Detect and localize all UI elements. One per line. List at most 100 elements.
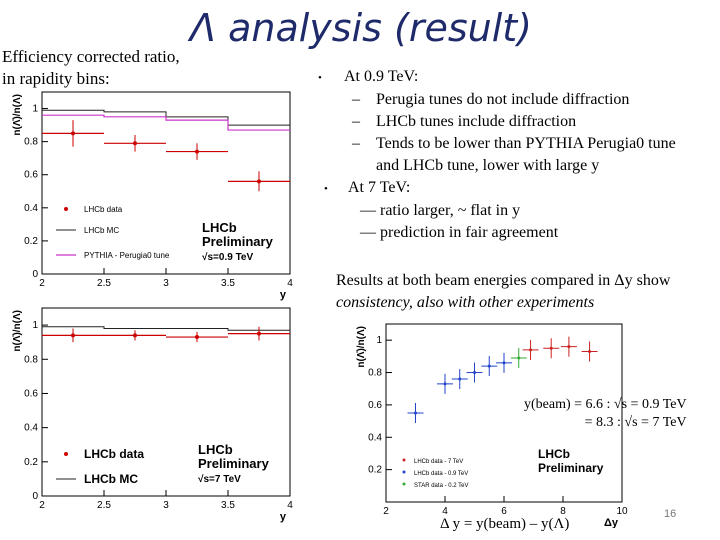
y-tick-label: 0.8 [24,137,38,148]
x-axis-label: y [280,511,287,523]
data-point [257,179,261,184]
y-tick-label: 1 [32,320,38,331]
delta-point [529,348,533,352]
annotation-preliminary: Preliminary [202,234,274,249]
beam-line-1: y(beam) = 6.6 : √s = 0.9 TeV [524,397,687,412]
data-point [71,131,75,136]
chart-7tev: 2 2.5 3 3.5 4 0 0.2 0.4 0.6 0.8 1 y n(Λ̄)/n(Λ) LHCb d… [12,307,293,523]
subtitle-line-1: Efficiency corrected ratio, [2,47,180,66]
bullet-1-sub-3-text: Tends to be lower than PYTHIA Perugia0 t… [376,135,676,152]
subtitle-line-2: in rapidity bins: [2,69,110,88]
x-tick-label: 2 [39,278,45,289]
x-tick-label: 2 [383,506,389,517]
slide-title: Λ analysis (result) [190,6,532,50]
dash: – [352,91,360,108]
x-tick-label: 3.5 [221,278,235,289]
annotation-energy: √s=0.9 TeV [202,252,253,263]
bullet-2-sub-2-text: prediction in fair agreement [380,224,559,241]
bullet-2-sub-2: — prediction in fair agreement [308,222,718,244]
bullet-1-sub-2-text: LHCb tunes include diffraction [376,113,577,130]
x-axis-label: y [280,289,287,301]
annotation-lhcb: LHCb [198,442,233,457]
y-tick-label: 0.4 [24,423,38,434]
chart-delta-y: 2 4 6 8 10 0.2 0.4 0.6 0.8 1 Δy n(Λ̄)/n(Λ) LHCb data… [356,323,628,528]
legend-marker [402,470,406,474]
conclusion-line-1: Results at both beam energies compared i… [336,272,671,289]
x-tick-label: 4 [442,506,448,517]
bullet-2-sub-1-text: ratio larger, ~ flat in y [380,202,521,219]
y-axis-label: n(Λ̄)/n(Λ) [356,326,367,368]
delta-point [458,377,462,381]
data-point [195,149,199,154]
legend-label: LHCb MC [84,226,119,235]
y-tick-label: 1 [32,104,38,115]
mc-line [42,326,290,331]
y-tick-label: 0.2 [24,457,38,468]
x-tick-label: 4 [287,278,293,289]
bullet-dot: • [324,183,328,195]
bullet-dot: • [318,72,322,84]
chart-0p9tev: 2 2.5 3 3.5 4 0 0.2 0.4 0.6 0.8 1 y n(Λ̄)/n(Λ) LHCb d… [12,91,293,301]
y-tick-label: 0.6 [368,400,382,411]
legend-label: LHCb data - 7 TeV [414,459,463,465]
bullet-1-sub-2: – LHCb tunes include diffraction [308,111,718,133]
emdash: — [360,224,376,241]
y-tick-label: 0.2 [368,465,382,476]
delta-point [473,371,476,375]
legend-label: LHCb data - 0.9 TeV [414,471,468,477]
bullet-1-sub-1-text: Perugia tunes do not include diffraction [376,91,630,108]
page-number: 16 [664,508,677,520]
x-tick-label: 8 [560,506,566,517]
bullet-1-sub-3-continued: and LHCb tune, lower with large y [376,157,600,174]
x-tick-label: 2 [39,500,45,511]
delta-point [443,382,447,386]
y-tick-label: 0.4 [368,432,382,443]
bullet-list: • At 0.9 TeV: – Perugia tunes do not inclu… [308,66,718,244]
emdash: — [360,202,376,219]
beam-line-2: = 8.3 : √s = 7 TeV [584,415,687,430]
legend-label: LHCb data [84,447,144,461]
annotation-lhcb: LHCb [538,447,570,461]
x-tick-label: 3.5 [221,500,235,511]
annotation-lhcb: LHCb [202,220,237,235]
y-tick-label: 1 [376,335,382,346]
delta-point [549,346,553,350]
bullet-1: • At 0.9 TeV: [308,66,718,89]
bullet-2-text: At 7 TeV: [348,179,411,196]
delta-point [414,411,417,415]
y-axis-label: n(Λ̄)/n(Λ) [12,310,23,352]
y-tick-label: 0 [32,269,38,280]
annotation-preliminary: Preliminary [198,456,270,471]
delta-point [487,364,491,368]
annotation-energy: √s=7 TeV [198,474,241,485]
legend-label: STAR data - 0.2 TeV [414,483,468,489]
conclusion: Results at both beam energies compared i… [336,270,716,314]
pythia-line [42,114,290,131]
x-tick-label: 2.5 [97,278,111,289]
dash: – [352,113,360,130]
x-tick-label: 2.5 [97,500,111,511]
y-tick-label: 0.8 [24,354,38,365]
legend-marker [402,482,406,486]
beam-annotation: y(beam) = 6.6 : √s = 0.9 TeV = 8.3 : √s … [524,396,687,432]
legend-marker [402,458,406,462]
delta-y-definition: Δ y = y(beam) – y(Λ) [440,516,570,532]
x-tick-label: 10 [616,506,628,517]
y-tick-label: 0.6 [24,170,38,181]
subtitle: Efficiency corrected ratio, in rapidity … [2,46,180,90]
legend-label: PYTHIA - Perugia0 tune [84,251,170,260]
data-point [133,333,137,338]
y-tick-label: 0.2 [24,236,38,247]
bullet-1-text: At 0.9 TeV: [344,68,419,85]
bullet-2: • At 7 TeV: [308,177,718,200]
y-tick-label: 0.6 [24,388,38,399]
x-tick-label: 3 [163,500,169,511]
delta-point [567,345,571,349]
legend-marker-data [64,452,68,456]
x-tick-label: 4 [287,500,293,511]
bullet-2-sub-1: — ratio larger, ~ flat in y [308,200,718,222]
bullet-1-sub-1: – Perugia tunes do not include diffractio… [308,89,718,111]
x-tick-label: 6 [501,506,507,517]
x-axis-label: Δy [604,517,619,528]
conclusion-line-2: consistency, also with other experiments [336,294,595,311]
